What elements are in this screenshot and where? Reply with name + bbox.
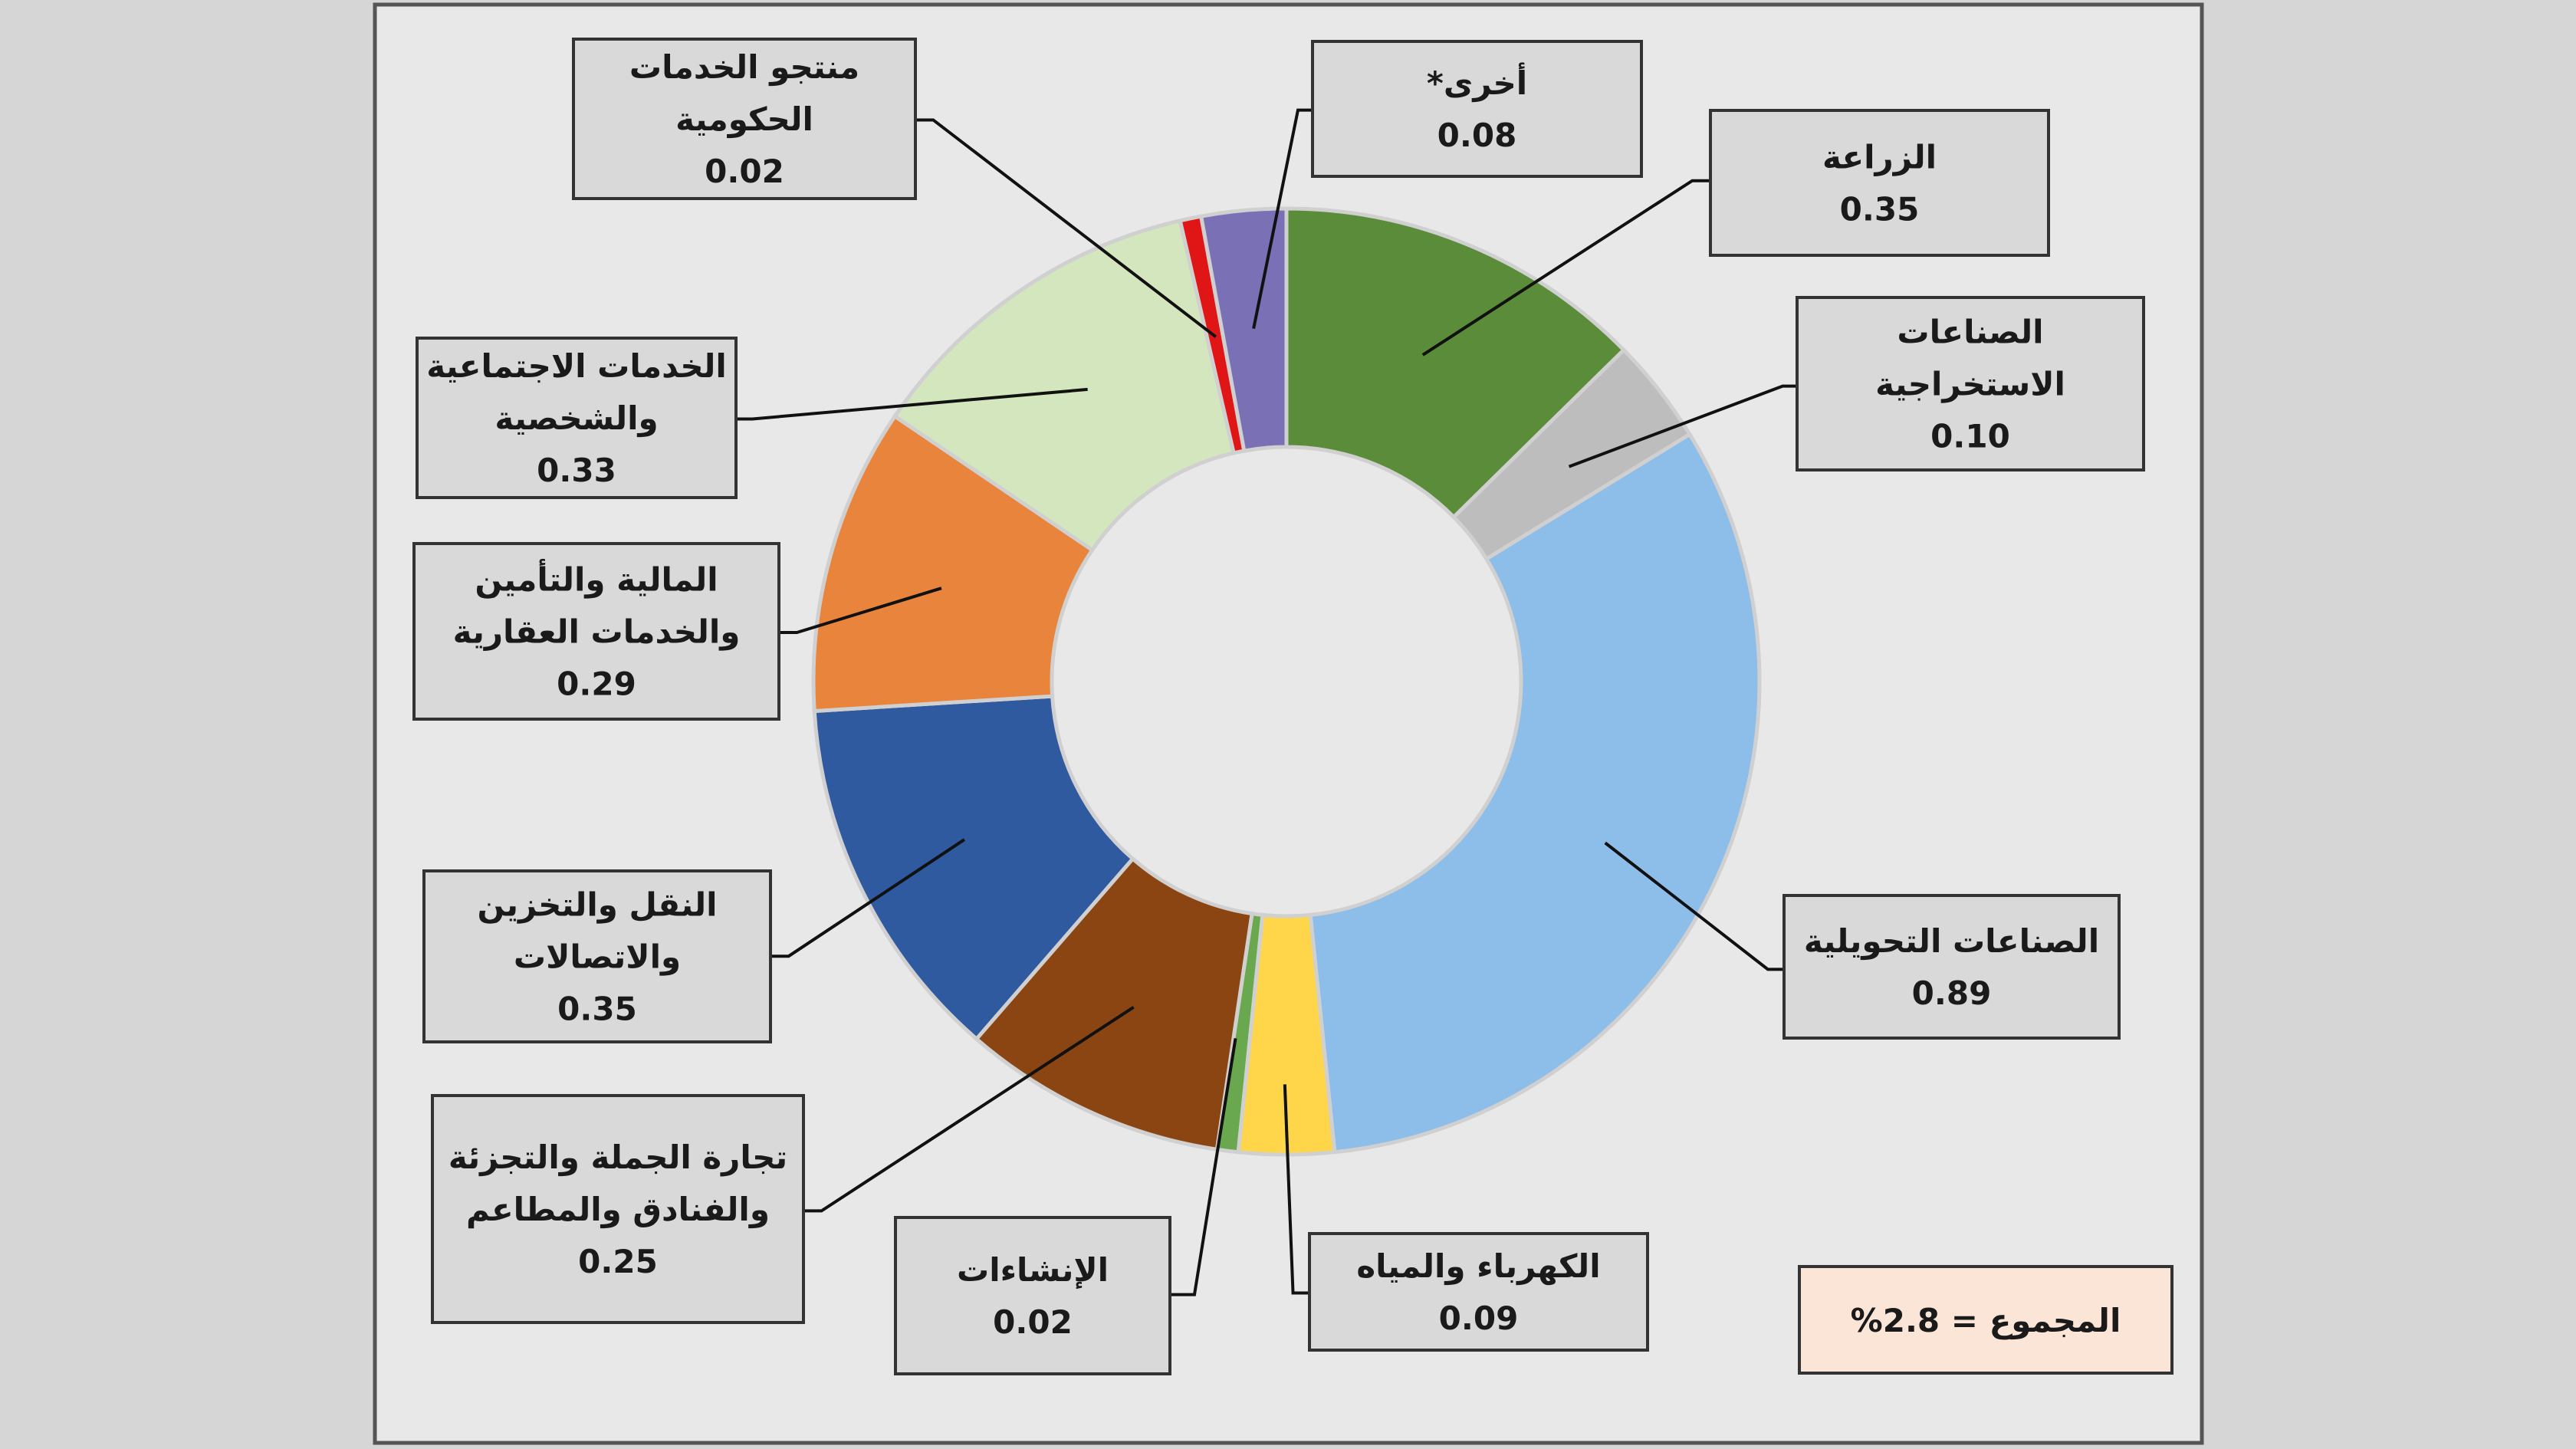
total-box: المجموع = 2.8% — [1798, 1265, 2174, 1375]
data-label: منتجو الخدمات الحكومية 0.02 — [572, 38, 917, 200]
category-label: النقل والتخزين — [477, 886, 717, 925]
label-box — [412, 542, 780, 721]
label-box — [1783, 894, 2121, 1040]
donut-slice — [892, 218, 1237, 553]
category-label: والشخصية — [495, 399, 658, 438]
value-label: 0.25 — [578, 1243, 658, 1280]
value-label: 0.02 — [705, 153, 784, 190]
leader-line — [1252, 108, 1313, 329]
donut-slice — [812, 694, 1136, 1042]
category-label: المالية والتأمين — [475, 559, 718, 600]
data-label: الكهرباء والمياه 0.09 — [1308, 1232, 1649, 1352]
leader-line — [1283, 1084, 1309, 1295]
value-label: 0.08 — [1438, 117, 1517, 154]
category-label: الاستخراجية — [1875, 366, 2065, 404]
category-label: الحكومية — [675, 100, 813, 139]
donut-slice — [811, 413, 1096, 714]
leader-line — [915, 118, 1217, 338]
data-label: أخرى* 0.08 — [1311, 40, 1643, 178]
leader-line — [1568, 384, 1798, 468]
label-box — [572, 38, 917, 200]
category-label: الكهرباء والمياه — [1356, 1247, 1600, 1286]
leader-line — [736, 387, 1088, 421]
value-label: 0.35 — [1840, 191, 1920, 228]
category-label: والاتصالات — [514, 938, 681, 977]
leader-line — [770, 838, 966, 958]
leader-line — [1604, 841, 1785, 971]
donut-slice — [1308, 432, 1762, 1155]
category-label: والفنادق والمطاعم — [466, 1191, 770, 1229]
data-label: الصناعات التحويلية 0.89 — [1783, 894, 2121, 1040]
leader-line — [1169, 1038, 1237, 1296]
leader-line — [778, 586, 942, 635]
category-label: الخدمات الاجتماعية — [426, 347, 727, 385]
label-box — [1796, 296, 2145, 472]
value-label: 0.10 — [1930, 418, 2010, 455]
value-label: 0.09 — [1439, 1300, 1519, 1337]
donut-slice — [1284, 206, 1627, 521]
value-label: 0.35 — [557, 991, 637, 1028]
label-box — [894, 1216, 1171, 1375]
label-box — [416, 337, 738, 499]
data-label: الصناعات الاستخراجية 0.10 — [1796, 296, 2145, 472]
category-label: والخدمات العقارية — [453, 613, 741, 652]
data-label: الإنشاءات 0.02 — [894, 1216, 1171, 1375]
value-label: 0.02 — [993, 1303, 1073, 1341]
label-box — [422, 869, 772, 1043]
donut-slice — [974, 856, 1254, 1152]
data-label: النقل والتخزين والاتصالات 0.35 — [422, 869, 772, 1043]
leader-line — [1421, 179, 1710, 356]
category-label: الزراعة — [1822, 139, 1937, 177]
category-label: الصناعات — [1897, 314, 2043, 351]
category-label: منتجو الخدمات — [629, 48, 859, 87]
category-label: أخرى* — [1427, 62, 1527, 103]
category-label: الصناعات التحويلية — [1804, 922, 2099, 961]
category-label: تجارة الجملة والتجزئة — [449, 1138, 787, 1177]
leader-line — [803, 1005, 1135, 1213]
total-label: المجموع = 2.8% — [1851, 1302, 2121, 1340]
category-label: الإنشاءات — [957, 1251, 1109, 1289]
data-label: المالية والتأمين والخدمات العقارية 0.29 — [412, 542, 780, 721]
value-label: 0.89 — [1912, 974, 1992, 1012]
label-box — [1308, 1232, 1649, 1352]
value-label: 0.33 — [537, 452, 616, 489]
data-label: الخدمات الاجتماعية والشخصية 0.33 — [416, 337, 738, 499]
data-label: تجارة الجملة والتجزئة والفنادق والمطاعم 0.… — [431, 1094, 805, 1324]
label-box — [431, 1094, 805, 1324]
label-box — [1709, 109, 2050, 257]
label-box — [1311, 40, 1643, 178]
data-label: الزراعة 0.35 — [1709, 109, 2050, 257]
value-label: 0.29 — [557, 665, 636, 703]
